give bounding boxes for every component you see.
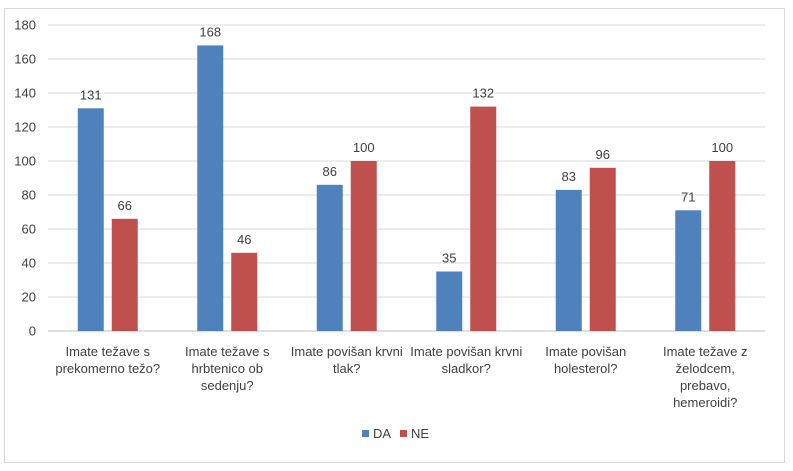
data-label: 96 [596,147,610,162]
data-label: 100 [711,140,733,155]
bar-ne [111,218,138,331]
bar-ne [709,161,736,331]
data-label: 132 [472,86,494,101]
category-label: Imate težave s hrbtenico ob sedenju? [185,344,270,393]
data-label: 100 [353,140,375,155]
gridlines [48,24,765,332]
y-tick-label: 180 [14,18,36,33]
y-tick-label: 120 [14,120,36,135]
bar-ne [470,106,497,331]
category-label: Imate povišan holesterol? [545,344,626,376]
legend-label-ne: NE [411,426,429,441]
bar-da [555,189,582,331]
bar-da [197,45,224,332]
data-label: 168 [199,24,221,39]
data-label: 35 [442,251,456,266]
legend: DA NE [362,426,429,441]
legend-swatch-da [362,430,369,437]
bar-ne [589,167,616,331]
y-tick-label: 40 [22,256,36,271]
y-tick-label: 80 [22,188,36,203]
legend-label-da: DA [373,426,391,441]
category-label: Imate povišan krvni tlak? [291,344,403,376]
data-label: 86 [323,164,337,179]
legend-swatch-ne [400,430,407,437]
bar-ne [350,161,377,331]
data-label: 83 [562,169,576,184]
data-label: 131 [80,87,102,102]
category-labels: Imate težave s prekomerno težo? Imate teža… [55,344,747,410]
y-tick-label: 60 [22,222,36,237]
bar-da [77,108,104,331]
y-axis-ticks: 0 20 40 60 80 100 120 140 160 180 [14,18,36,339]
category-label: Imate težave s prekomerno težo? [55,344,160,376]
y-tick-label: 20 [22,290,36,305]
bar-ne [231,252,258,331]
data-labels: 131 66 168 46 86 100 35 132 83 96 71 100 [80,24,733,265]
data-label: 46 [237,232,251,247]
bar-da [316,184,343,331]
data-label: 71 [681,189,695,204]
y-tick-label: 0 [29,324,36,339]
bar-da [675,210,702,331]
y-tick-label: 100 [14,154,36,169]
category-label: Imate težave z želodcem, prebavo, hemeroidi… [663,344,748,410]
category-label: Imate povišan krvni sladkor? [410,344,522,376]
y-tick-label: 160 [14,52,36,67]
bar-da [436,271,463,331]
bars [77,45,736,332]
data-label: 66 [118,198,132,213]
y-tick-label: 140 [14,86,36,101]
